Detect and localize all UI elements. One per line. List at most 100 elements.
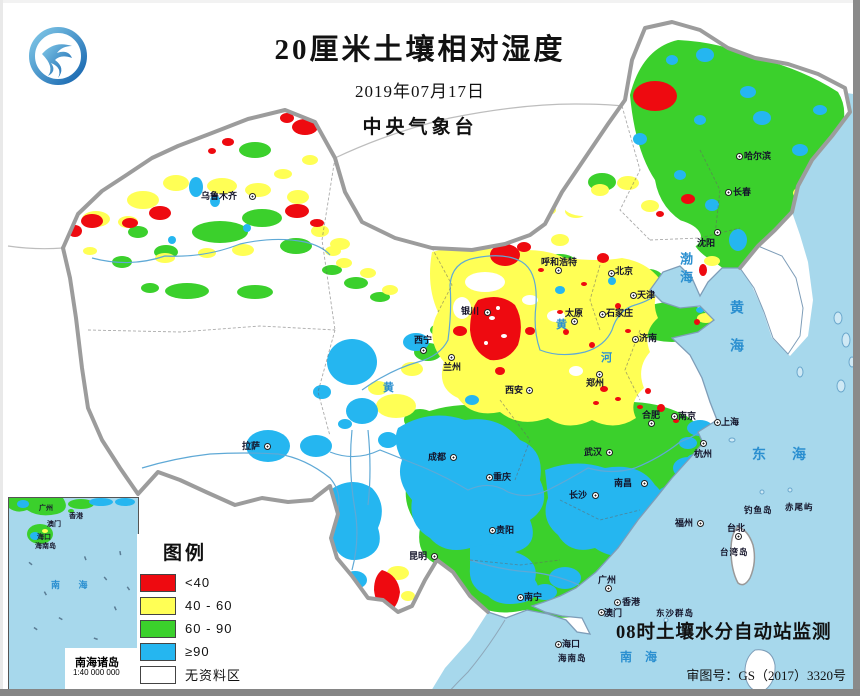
city-label: 海口 — [562, 639, 581, 649]
legend-label: ≥90 — [185, 644, 210, 659]
city-marker — [606, 449, 613, 456]
city-label: 南宁 — [524, 592, 543, 602]
city-marker — [249, 193, 256, 200]
city-marker — [671, 413, 678, 420]
inset-place-label: 澳门 — [47, 521, 61, 528]
city-label: 拉萨 — [242, 441, 261, 451]
legend-swatch — [140, 573, 176, 592]
city-label: 杭州 — [694, 449, 713, 459]
japan-islets — [663, 311, 856, 623]
foreign-borders — [7, 103, 623, 250]
inset-caption-box — [65, 648, 138, 689]
inset-place-label: 香港 — [69, 513, 83, 520]
legend-item: 60 - 90 — [137, 617, 303, 640]
monitoring-note: 08时土壤水分自动站监测 — [616, 623, 832, 643]
city-marker — [608, 270, 615, 277]
map-approval-number: 审图号：GS（2017）3320号 — [686, 668, 846, 683]
city-label: 乌鲁木齐 — [201, 191, 238, 201]
legend-label: <40 — [185, 575, 211, 590]
city-label: 广州 — [598, 575, 617, 585]
legend-item: <40 — [137, 571, 303, 594]
city-label: 哈尔滨 — [744, 151, 772, 161]
city-label: 石家庄 — [606, 308, 634, 318]
city-label: 武汉 — [584, 447, 603, 457]
frame-right-edge — [853, 0, 860, 696]
south-china-sea-inset: 广州 香港 澳门 海口 海南岛 南 海 南海诸岛 1:40 000 000 — [8, 497, 139, 690]
city-label: 银川 — [461, 306, 480, 316]
city-marker — [517, 594, 524, 601]
legend-label: 60 - 90 — [185, 621, 233, 636]
city-marker — [448, 354, 455, 361]
city-marker — [614, 599, 621, 606]
legend-item: 40 - 60 — [137, 594, 303, 617]
cma-logo — [29, 27, 87, 85]
city-marker — [630, 292, 637, 299]
legend-swatch — [140, 642, 176, 661]
city-label: 福州 — [675, 518, 694, 528]
city-marker — [736, 153, 743, 160]
legend-item: 无资料区 — [137, 663, 303, 686]
frame-bottom-edge — [0, 689, 860, 696]
legend: 图例 <40 40 - 60 60 - 90 ≥90 无资料区 — [137, 534, 303, 690]
city-label: 兰州 — [443, 362, 462, 372]
city-label: 西安 — [505, 385, 524, 395]
inset-place-label: 海口 — [37, 534, 51, 541]
city-marker — [592, 492, 599, 499]
city-marker — [420, 347, 427, 354]
city-label: 西宁 — [414, 335, 433, 345]
inset-scale: 1:40 000 000 — [73, 668, 120, 677]
rivers — [91, 238, 717, 589]
city-marker — [735, 533, 742, 540]
inset-place-label: 广州 — [39, 505, 53, 512]
city-marker — [725, 189, 732, 196]
city-marker — [596, 371, 603, 378]
province-borders — [87, 105, 741, 566]
island-label: 海南岛 — [558, 653, 587, 663]
city-marker — [632, 336, 639, 343]
city-marker — [605, 585, 612, 592]
city-marker — [431, 553, 438, 560]
city-marker — [450, 454, 457, 461]
city-label: 济南 — [639, 333, 658, 343]
sea-label: 南海 — [620, 650, 671, 664]
city-marker — [714, 419, 721, 426]
city-label: 重庆 — [493, 472, 512, 482]
river-label: 黄 — [556, 319, 567, 331]
legend-title: 图例 — [163, 543, 208, 564]
city-marker — [648, 420, 655, 427]
city-label: 成都 — [428, 452, 447, 462]
city-marker — [714, 229, 721, 236]
legend-label: 无资料区 — [185, 668, 242, 683]
island-label: 台湾岛 — [720, 547, 749, 557]
inset-sea-label: 南 海 — [51, 580, 96, 590]
city-label: 南昌 — [614, 478, 633, 488]
city-marker — [486, 474, 493, 481]
city-label: 呼和浩特 — [541, 257, 578, 267]
city-label: 太原 — [565, 308, 584, 318]
city-marker — [700, 440, 707, 447]
city-label: 台北 — [727, 523, 746, 533]
city-label: 南京 — [678, 411, 697, 421]
title-block: 20厘米土壤相对湿度 2019年07月17日 中央气象台 — [0, 26, 840, 139]
city-label: 合肥 — [642, 410, 661, 420]
korea-landmass — [739, 245, 804, 355]
city-label: 长春 — [733, 187, 752, 197]
river-label: 河 — [601, 352, 612, 364]
city-label: 澳门 — [604, 608, 623, 618]
city-marker — [555, 641, 562, 648]
city-marker — [697, 520, 704, 527]
city-label: 昆明 — [409, 551, 428, 561]
city-label: 天津 — [637, 290, 656, 300]
city-marker — [264, 443, 271, 450]
agency-name: 中央气象台 — [362, 117, 478, 138]
city-marker — [598, 609, 605, 616]
islands-group — [663, 311, 856, 693]
city-label: 沈阳 — [697, 238, 716, 248]
soil-moisture-red-regions — [68, 81, 707, 612]
no-data-pockets — [453, 194, 701, 376]
city-label: 郑州 — [586, 378, 605, 388]
sea-label: 东海 — [752, 446, 832, 462]
river-label: 黄 — [383, 382, 394, 394]
inset-island-specks — [28, 551, 131, 656]
